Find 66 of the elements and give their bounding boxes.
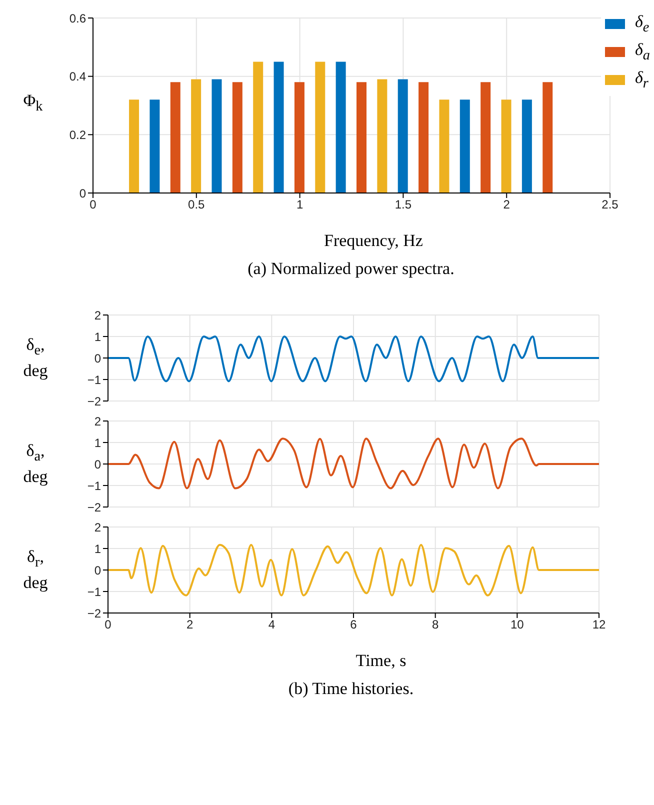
bar: [253, 62, 264, 193]
y-tick-label: −2: [87, 500, 102, 514]
y-tick-label: 2: [94, 414, 102, 428]
line-series: [108, 544, 599, 596]
x-axis-title: Time, s: [356, 651, 406, 670]
bar: [336, 62, 346, 193]
x-tick-label: 0.5: [188, 198, 206, 212]
x-tick-label: 10: [510, 618, 524, 632]
x-tick-label: 4: [268, 618, 276, 632]
text: (b) Time histories.: [288, 679, 414, 698]
y-tick-label: 1: [94, 436, 102, 450]
y-axis-title: δ$_{a}$, deg: [23, 441, 48, 486]
bar: [315, 62, 326, 193]
legend-label: δ$_{a}$: [635, 40, 650, 64]
x-tick-label: 8: [432, 618, 439, 632]
y-tick-label: 0.6: [69, 11, 86, 26]
x-tick-label: 6: [350, 618, 358, 632]
x-tick-label: 12: [592, 618, 606, 632]
bar: [356, 82, 366, 193]
y-tick-label: 2: [94, 520, 102, 534]
bar: [129, 100, 140, 193]
x-tick-label: 2: [503, 198, 510, 212]
bar: [460, 100, 470, 193]
bar: [501, 100, 512, 193]
line-series: [108, 336, 599, 382]
bar: [542, 82, 553, 193]
bar: [418, 82, 429, 193]
y-tick-label: −1: [87, 372, 102, 387]
bar: [522, 100, 532, 193]
text: (a) Normalized power spectra.: [248, 259, 454, 278]
line-series: [108, 438, 599, 490]
x-tick-label: 0: [104, 618, 112, 632]
y-tick-label: 0.2: [69, 128, 86, 142]
x-tick-label: 2.5: [602, 198, 619, 212]
y-tick-label: 2: [94, 308, 102, 322]
x-axis-title: Frequency, Hz: [324, 231, 423, 250]
bar: [191, 79, 202, 193]
bar: [294, 82, 304, 193]
x-tick-label: 1.5: [394, 198, 412, 212]
bar: [274, 62, 284, 193]
bar: [170, 82, 180, 193]
bar: [150, 100, 160, 193]
y-tick-label: 0.4: [69, 70, 86, 84]
y-tick-label: 0: [94, 563, 102, 578]
legend-label: δ$_{r}$: [635, 68, 648, 92]
bar: [439, 100, 450, 193]
bar: [232, 82, 242, 193]
x-tick-label: 2: [186, 618, 194, 632]
y-tick-label: 1: [94, 542, 102, 556]
y-axis-title: Φ$_{k}$: [23, 90, 43, 116]
y-tick-label: 0: [79, 186, 86, 200]
bar: [212, 79, 222, 193]
y-tick-label: 1: [94, 330, 102, 344]
y-tick-label: −2: [87, 394, 102, 408]
y-axis-title: δ$_{r}$, deg: [23, 547, 48, 592]
x-tick-label: 1: [296, 198, 304, 212]
legend-label: δ$_{e}$: [635, 12, 650, 36]
y-tick-label: 0: [94, 351, 102, 366]
bar: [398, 79, 408, 193]
bar: [480, 82, 491, 193]
y-tick-label: −2: [87, 606, 102, 620]
bar: [377, 79, 388, 193]
y-axis-title: δ$_{e}$, deg: [23, 335, 48, 380]
y-tick-label: 0: [94, 457, 102, 472]
y-tick-label: −1: [87, 478, 102, 493]
y-tick-label: −1: [87, 584, 102, 599]
